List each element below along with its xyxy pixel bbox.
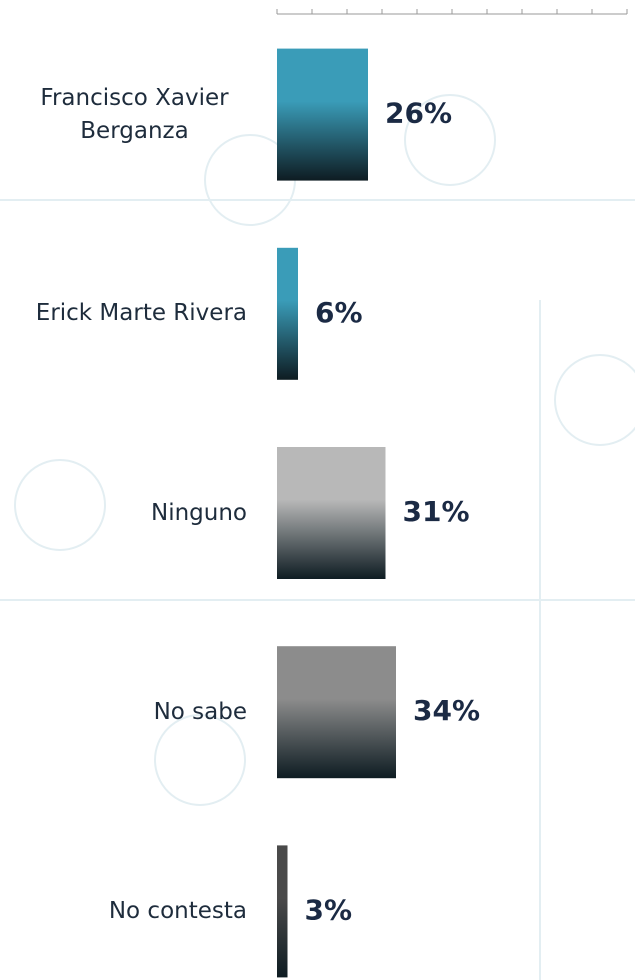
bar: [277, 48, 368, 181]
category-text: Francisco Xavier Berganza: [40, 84, 229, 144]
bar: [277, 247, 298, 380]
value-label: 3%: [305, 893, 353, 926]
category-text: No contesta: [108, 897, 247, 924]
bar: [277, 646, 396, 779]
category-label: Ninguno: [0, 497, 247, 530]
bar: [277, 447, 386, 579]
category-label: Francisco Xavier Berganza: [0, 82, 247, 148]
category-text: Ninguno: [151, 499, 247, 526]
category-label: No contesta: [0, 895, 247, 928]
category-text: Erick Marte Rivera: [35, 300, 247, 327]
category-label: No sabe: [0, 696, 247, 729]
value-label: 34%: [413, 694, 480, 727]
value-label: 31%: [403, 495, 470, 528]
category-label: Erick Marte Rivera: [0, 297, 247, 330]
value-label: 26%: [385, 97, 452, 130]
bar: [277, 845, 288, 978]
category-text: No sabe: [153, 698, 247, 725]
value-label: 6%: [315, 296, 363, 329]
